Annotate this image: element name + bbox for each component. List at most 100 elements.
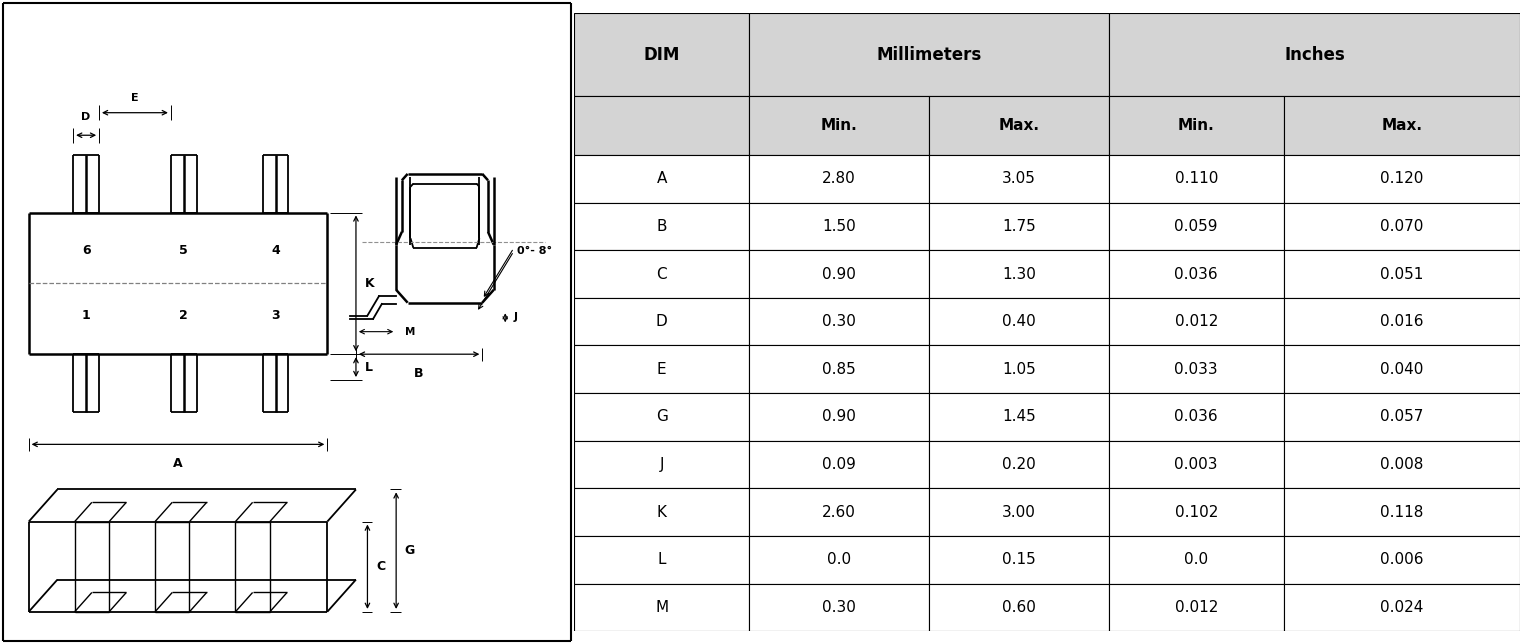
Bar [749,97,929,155]
Bar [1283,440,1520,488]
Bar [1108,155,1283,203]
Text: 0.051: 0.051 [1381,267,1424,281]
Text: 0.15: 0.15 [1001,552,1035,567]
Text: 3.00: 3.00 [1001,505,1036,520]
Bar [929,393,1108,440]
Text: Min.: Min. [821,118,857,133]
Bar [749,440,929,488]
Bar [1283,298,1520,345]
Text: 2.80: 2.80 [822,171,856,186]
Bar [574,298,749,345]
Bar [749,203,929,251]
Text: 0.024: 0.024 [1381,600,1424,615]
Bar [749,298,929,345]
Text: K: K [364,277,374,290]
Text: 0.60: 0.60 [1001,600,1036,615]
Text: 1.75: 1.75 [1001,219,1035,234]
Bar [1283,536,1520,583]
Text: 0.120: 0.120 [1381,171,1424,186]
Bar [1108,393,1283,440]
Text: 0.110: 0.110 [1174,171,1219,186]
Text: C: C [377,560,386,573]
Text: 0.057: 0.057 [1381,410,1424,424]
Bar [574,583,749,631]
Text: A: A [657,171,668,186]
Bar [574,155,749,203]
Text: 1.30: 1.30 [1001,267,1036,281]
Bar [1108,251,1283,298]
Text: DIM: DIM [643,46,680,64]
Text: E: E [132,93,139,103]
Text: Millimeters: Millimeters [876,46,981,64]
Text: 1: 1 [81,310,90,323]
Text: B: B [415,367,424,380]
Bar [749,155,929,203]
Text: 0.003: 0.003 [1174,457,1219,472]
Text: 1.50: 1.50 [822,219,856,234]
Text: 6: 6 [81,244,90,257]
Bar [749,488,929,536]
Bar [574,203,749,251]
Bar [1283,97,1520,155]
Text: 0°- 8°: 0°- 8° [517,246,551,256]
Text: 0.036: 0.036 [1174,267,1219,281]
Bar [574,97,749,155]
Text: E: E [657,362,666,377]
Bar [1283,488,1520,536]
Text: 2.60: 2.60 [822,505,856,520]
Text: B: B [657,219,668,234]
Bar [1108,536,1283,583]
Bar [929,345,1108,393]
Bar [574,393,749,440]
Text: 0.118: 0.118 [1381,505,1424,520]
Bar [574,440,749,488]
Text: G: G [404,544,415,557]
Text: 0.102: 0.102 [1174,505,1219,520]
Bar [929,298,1108,345]
Bar [749,251,929,298]
Text: 0.85: 0.85 [822,362,856,377]
Bar [1108,203,1283,251]
Text: 0.016: 0.016 [1381,314,1424,329]
Bar [749,536,929,583]
Text: Inches: Inches [1285,46,1344,64]
Bar [1283,583,1520,631]
Bar [1108,97,1283,155]
Text: Max.: Max. [998,118,1040,133]
Bar [1108,440,1283,488]
Bar [1283,345,1520,393]
Bar [574,488,749,536]
Text: 4: 4 [271,244,280,257]
Text: D: D [655,314,668,329]
Text: 3: 3 [271,310,280,323]
Text: 0.90: 0.90 [822,267,856,281]
Bar [574,251,749,298]
Text: 1.45: 1.45 [1001,410,1035,424]
Text: 1.05: 1.05 [1001,362,1035,377]
Bar [1108,488,1283,536]
Bar [929,203,1108,251]
Bar [1108,583,1283,631]
Text: A: A [173,457,182,470]
Text: 0.30: 0.30 [822,314,856,329]
Bar [929,488,1108,536]
Bar [929,97,1108,155]
Bar [574,536,749,583]
Text: 0.040: 0.040 [1381,362,1424,377]
Text: 0.070: 0.070 [1381,219,1424,234]
Text: 5: 5 [179,244,188,257]
Text: 0.036: 0.036 [1174,410,1219,424]
Text: J: J [660,457,664,472]
Bar [929,440,1108,488]
Bar [929,583,1108,631]
Text: 0.059: 0.059 [1174,219,1219,234]
Bar [929,251,1108,298]
Bar [1108,298,1283,345]
Text: M: M [404,327,415,337]
Bar [929,536,1108,583]
Text: C: C [657,267,668,281]
Text: 0.0: 0.0 [827,552,851,567]
Bar [1283,155,1520,203]
Text: L: L [364,361,372,374]
Bar [749,583,929,631]
